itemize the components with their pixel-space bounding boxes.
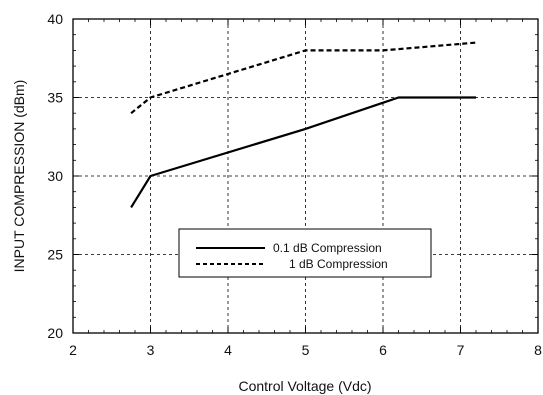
y-tick-label: 30	[47, 168, 63, 184]
legend-box	[178, 228, 432, 278]
series-line-0	[130, 96, 476, 208]
x-axis-title: Control Voltage (Vdc)	[238, 378, 371, 394]
y-tick-label: 35	[47, 90, 63, 106]
legend-label-0: 0.1 dB Compression	[273, 241, 382, 255]
legend-label-1: 1 dB Compression	[289, 257, 388, 271]
y-tick-labels: 20 25 30 35 40	[47, 11, 63, 341]
data-series	[130, 41, 477, 208]
legend: 0.1 dB Compression 1 dB Compression	[178, 228, 432, 278]
x-tick-label: 5	[302, 342, 310, 358]
x-tick-labels: 2 3 4 5 6 7 8	[69, 342, 542, 358]
x-tick-label: 7	[457, 342, 465, 358]
y-tick-label: 20	[47, 325, 63, 341]
x-tick-label: 2	[69, 342, 77, 358]
series-line-1	[130, 41, 477, 115]
x-tick-label: 6	[379, 342, 387, 358]
x-tick-label: 4	[224, 342, 232, 358]
y-tick-label: 25	[47, 247, 63, 263]
axis-ticks	[72, 18, 539, 334]
y-tick-label: 40	[47, 11, 63, 27]
y-axis-title: INPUT COMPRESSION (dBm)	[11, 80, 27, 273]
x-tick-label: 3	[147, 342, 155, 358]
x-tick-label: 8	[534, 342, 542, 358]
gridlines	[73, 19, 538, 333]
